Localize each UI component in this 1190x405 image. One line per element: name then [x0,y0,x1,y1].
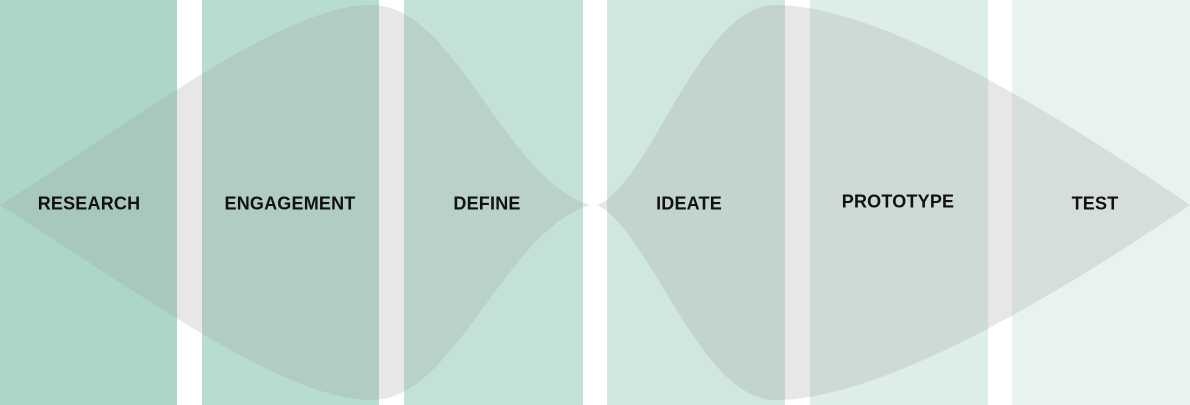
phase-label-ideate: IDEATE [656,193,722,214]
phase-label-engagement: ENGAGEMENT [224,193,356,214]
phase-band-engagement [202,0,379,405]
diverge-converge-shape-right [597,5,1190,400]
phase-label-prototype: PROTOTYPE [841,191,955,212]
phase-label-research: RESEARCH [37,193,141,214]
phase-band-research [0,0,177,405]
phase-band-define [404,0,583,405]
phase-band-ideate [607,0,785,405]
phase-label-test: TEST [1071,193,1119,214]
diverge-converge-shape-left [0,5,590,400]
phase-band-prototype [810,0,988,405]
phase-label-define: DEFINE [453,193,521,214]
phase-band-test [1012,0,1190,405]
